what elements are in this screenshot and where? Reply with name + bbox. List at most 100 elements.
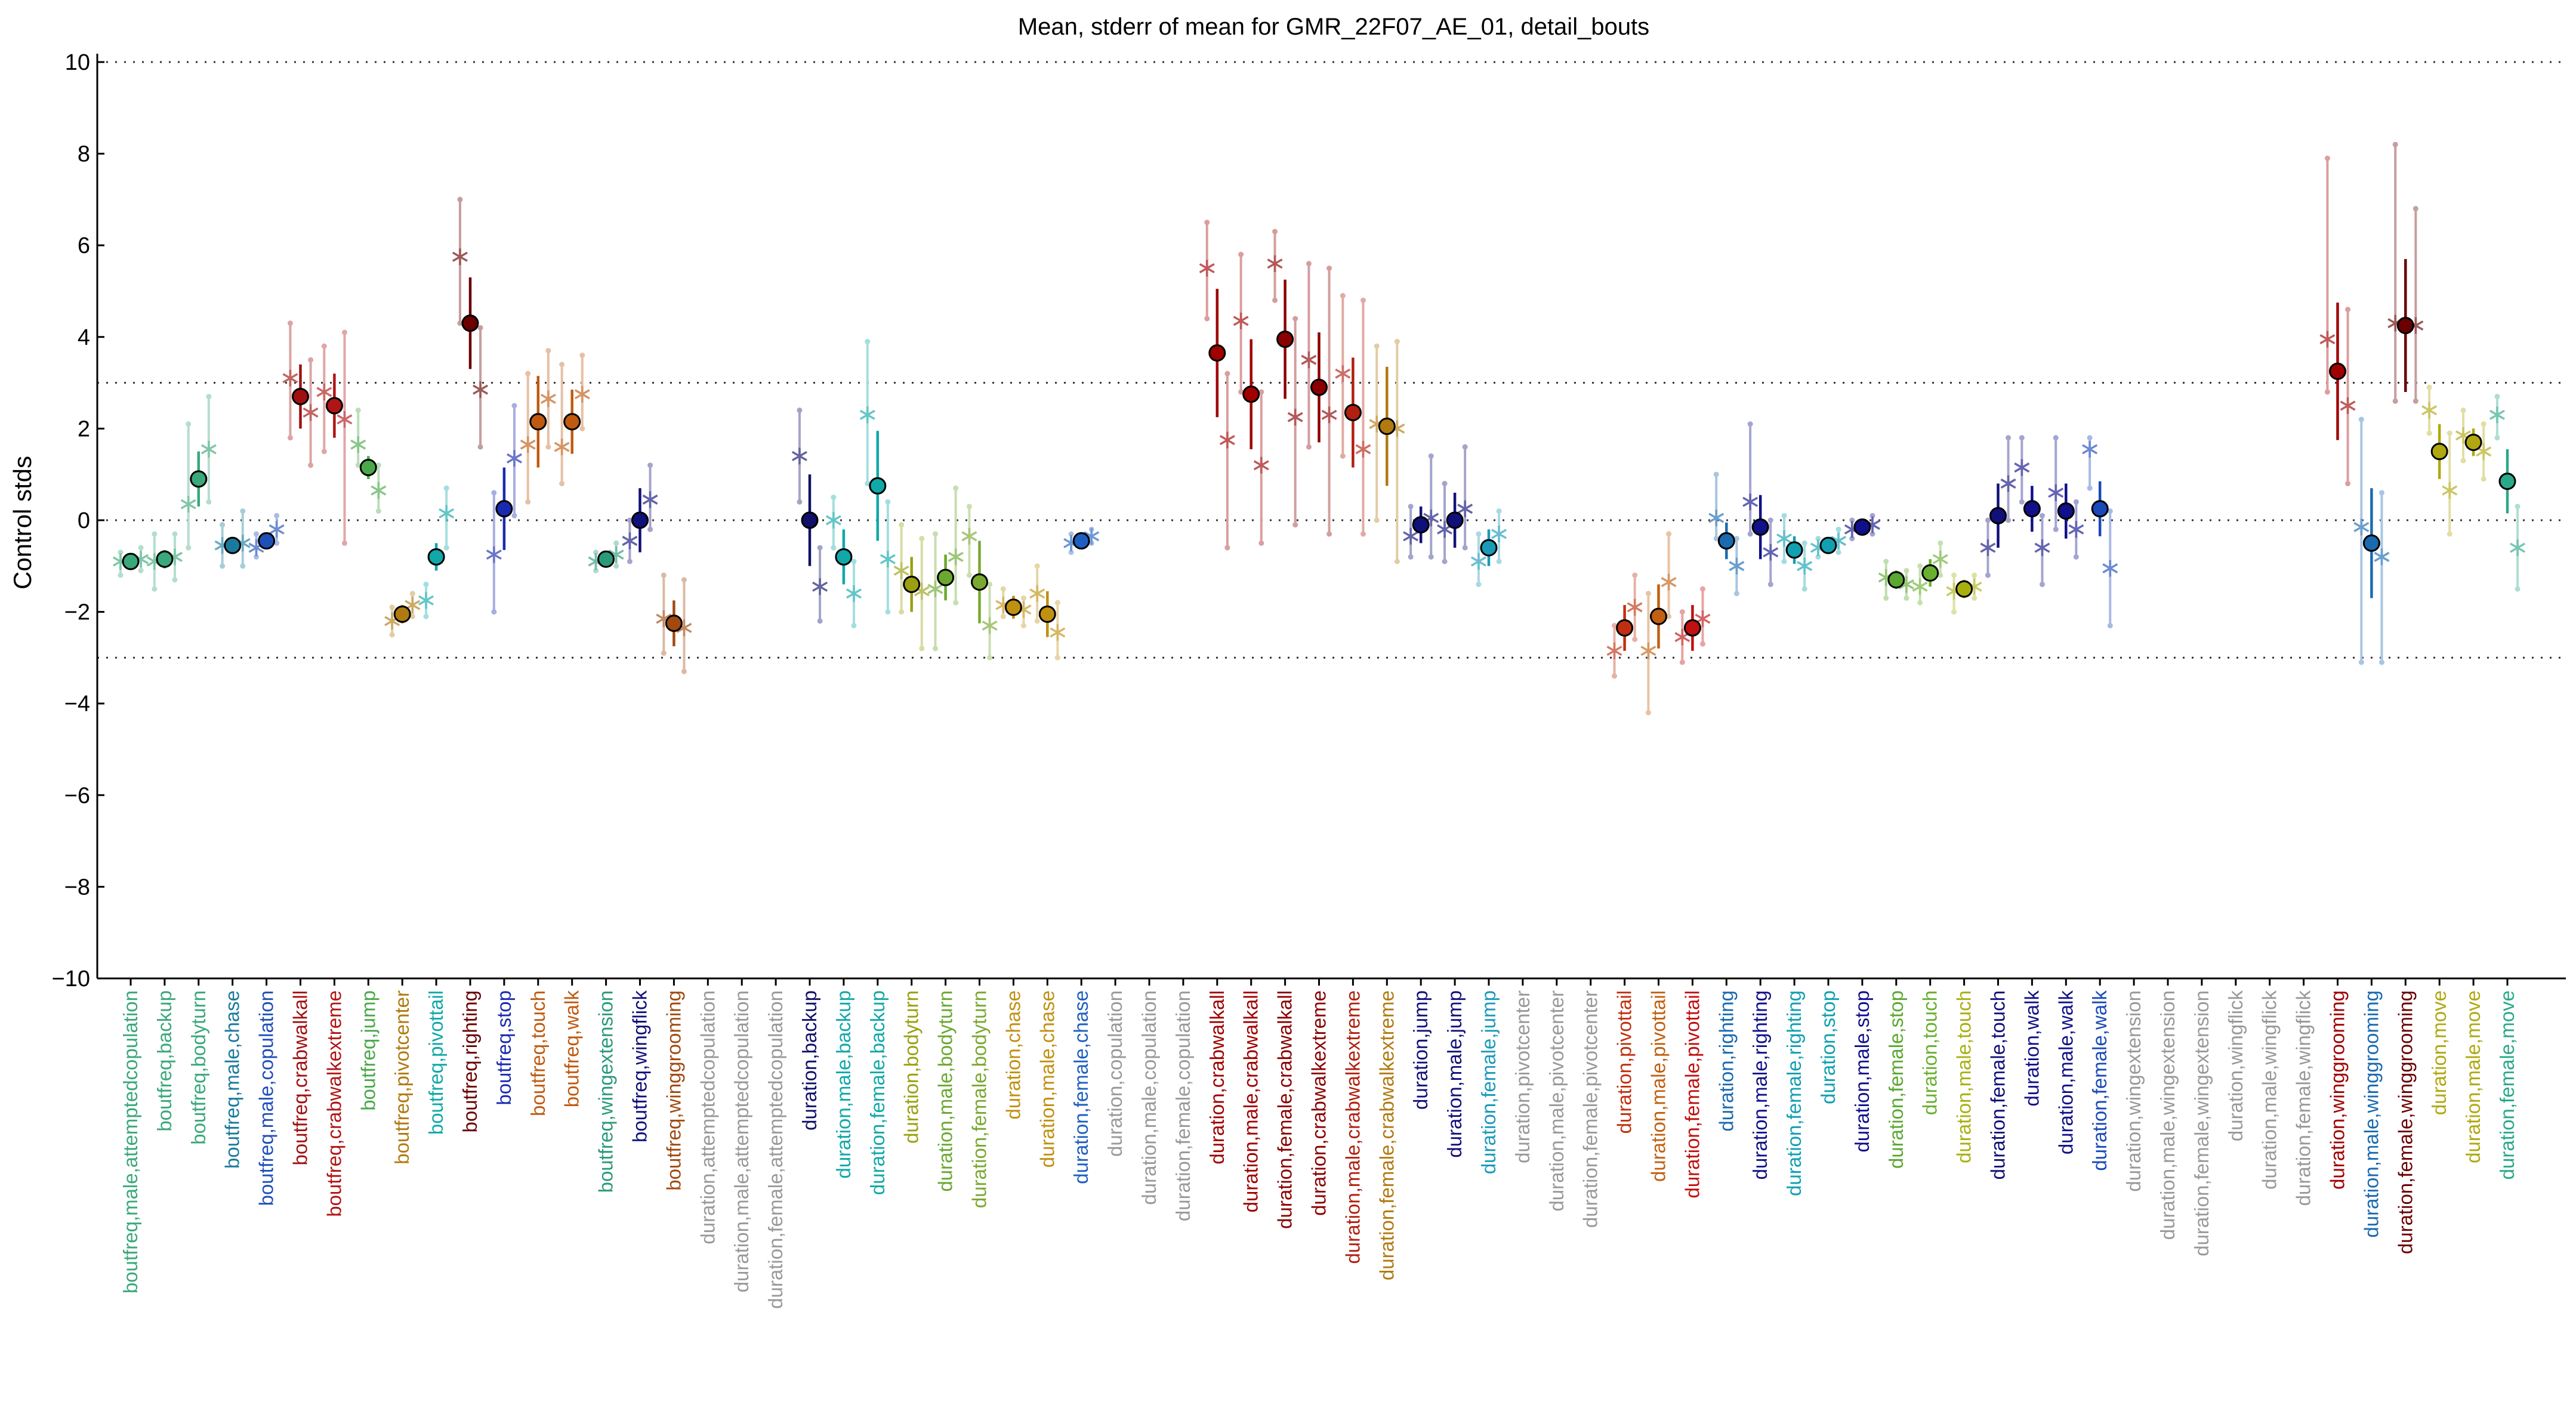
- control-star: [200, 440, 217, 458]
- control-star-stroke: [486, 549, 502, 560]
- mean-marker: [597, 550, 615, 568]
- control-range-end: [627, 517, 633, 523]
- control-range-end: [2073, 499, 2079, 505]
- y-tick-label: −10: [52, 966, 90, 992]
- mean-marker: [122, 552, 140, 570]
- control-star: [439, 505, 455, 522]
- mean-marker: [2396, 317, 2414, 335]
- control-range-end: [2426, 384, 2432, 390]
- control-star-stroke: [180, 499, 196, 509]
- x-tick-label: duration,touch: [1919, 990, 1941, 1115]
- control-range-end: [1835, 549, 1841, 555]
- data-point-group: [1708, 471, 1745, 597]
- data-point-group: [588, 540, 624, 573]
- control-star-stroke: [1253, 460, 1269, 471]
- x-tick-label: duration,male,walk: [2054, 990, 2077, 1155]
- control-range-end: [1408, 554, 1414, 560]
- y-axis-label: Control stds: [8, 456, 36, 589]
- control-star-stroke: [2000, 478, 2016, 489]
- control-range-end: [579, 425, 585, 431]
- control-star-stroke: [1199, 263, 1215, 274]
- control-star-stroke: [371, 485, 387, 496]
- control-star: [520, 436, 536, 453]
- mean-marker: [1344, 404, 1362, 422]
- control-star-stroke: [1491, 529, 1507, 539]
- control-range-end: [525, 370, 531, 376]
- control-range-end: [423, 613, 429, 619]
- control-range-end: [2039, 512, 2045, 518]
- y-tick-label: 6: [78, 233, 90, 258]
- x-tick-label: duration,male,wingextension: [2157, 990, 2179, 1240]
- control-range-end: [953, 600, 959, 606]
- mean-marker: [359, 459, 377, 477]
- control-star-stroke: [316, 387, 332, 397]
- control-star: [282, 369, 298, 387]
- control-range-end: [1068, 549, 1074, 555]
- control-range-end: [987, 654, 993, 660]
- control-star: [418, 592, 434, 609]
- control-star-stroke: [282, 373, 298, 384]
- control-range-end: [1612, 623, 1618, 629]
- control-range-end: [2460, 407, 2466, 413]
- control-star: [1763, 543, 1779, 561]
- control-range-end: [321, 343, 327, 349]
- control-range-end: [457, 320, 463, 326]
- control-range-end: [2006, 517, 2012, 523]
- control-range-end: [647, 462, 653, 468]
- control-range-end: [477, 325, 483, 331]
- control-star: [1912, 578, 1928, 595]
- control-star: [1457, 500, 1473, 517]
- control-range-end: [919, 646, 925, 651]
- control-range-end: [1442, 481, 1448, 487]
- x-tick-label: duration,male,jump: [1443, 990, 1466, 1158]
- control-range-end: [1632, 637, 1638, 643]
- control-range-end: [2053, 526, 2059, 532]
- control-range-end: [2006, 435, 2012, 441]
- control-star-stroke: [1674, 632, 1690, 643]
- x-tick-label: duration,female,copulation: [1172, 990, 1194, 1221]
- x-tick-label: boutfreq,walk: [561, 990, 583, 1108]
- control-star: [927, 580, 943, 598]
- control-star-stroke: [1980, 542, 1996, 553]
- control-range-end: [2481, 421, 2486, 427]
- mean-marker: [1004, 598, 1022, 616]
- data-point-group: [214, 508, 251, 569]
- control-range-end: [1972, 572, 1977, 578]
- control-range-end: [1781, 512, 1787, 518]
- data-point-group: [1844, 512, 1880, 542]
- control-range-end: [987, 582, 993, 588]
- control-range-end: [389, 632, 395, 638]
- control-star: [1301, 351, 1317, 369]
- control-range-end: [1000, 613, 1006, 619]
- control-star: [1355, 440, 1371, 458]
- control-range-end: [1394, 558, 1400, 564]
- control-range-end: [308, 462, 314, 468]
- x-tick-label: duration,male,attemptedcopulation: [730, 990, 752, 1292]
- control-range-end: [545, 444, 551, 450]
- control-star-stroke: [439, 508, 455, 518]
- y-tick-label: 0: [78, 508, 90, 533]
- control-range-end: [1849, 517, 1855, 523]
- control-range-end: [817, 545, 823, 551]
- control-range-end: [1360, 297, 1366, 303]
- control-range-end: [274, 512, 280, 518]
- x-tick-label: boutfreq,stop: [493, 990, 515, 1105]
- control-range-end: [2087, 485, 2093, 491]
- control-range-end: [661, 650, 667, 656]
- control-star: [2319, 331, 2336, 348]
- data-point-group: [2014, 435, 2050, 588]
- control-range-end: [254, 554, 260, 560]
- data-point-group: [350, 407, 387, 514]
- data-point-group: [146, 531, 183, 592]
- control-range-end: [457, 196, 463, 202]
- control-range-end: [2358, 659, 2364, 665]
- mean-marker: [1819, 536, 1837, 554]
- control-star: [2102, 560, 2118, 577]
- control-range-end: [933, 531, 939, 537]
- control-star-stroke: [2048, 487, 2064, 498]
- control-star-stroke: [540, 393, 556, 404]
- data-point-group: [2421, 384, 2458, 537]
- control-star-stroke: [1084, 531, 1100, 542]
- control-star: [371, 482, 387, 499]
- mean-marker: [903, 576, 921, 594]
